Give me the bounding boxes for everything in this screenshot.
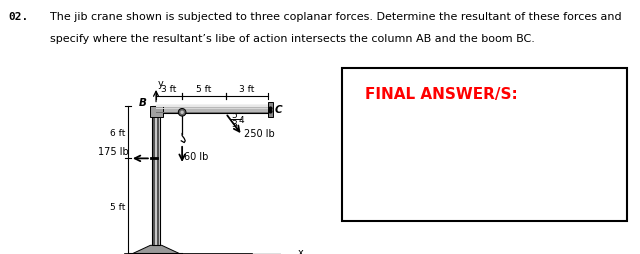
Polygon shape	[132, 245, 180, 254]
Text: The jib crane shown is subjected to three coplanar forces. Determine the resulta: The jib crane shown is subjected to thre…	[50, 12, 621, 22]
Text: 175 lb: 175 lb	[98, 147, 129, 157]
Text: 02.: 02.	[8, 12, 28, 22]
Text: specify where the resultant’s libe of action intersects the column AB and the bo: specify where the resultant’s libe of ac…	[50, 34, 535, 43]
Bar	[152, 107, 160, 245]
Text: 60 lb: 60 lb	[184, 152, 209, 162]
FancyBboxPatch shape	[342, 69, 627, 221]
Bar	[268, 102, 273, 117]
Bar	[156, 106, 269, 114]
Bar	[156, 112, 269, 114]
Text: 5 ft: 5 ft	[109, 202, 125, 211]
Bar	[156, 108, 269, 110]
Text: 250 lb: 250 lb	[244, 128, 275, 138]
Bar	[157, 107, 159, 245]
Text: y: y	[158, 79, 164, 89]
Text: C: C	[275, 105, 282, 115]
Text: FINAL ANSWER/S:: FINAL ANSWER/S:	[365, 87, 518, 102]
Bar	[153, 107, 155, 245]
Text: 6 ft: 6 ft	[109, 128, 125, 137]
Text: 3: 3	[232, 119, 237, 128]
Text: A: A	[152, 253, 160, 254]
Text: 5 ft: 5 ft	[196, 84, 212, 93]
Bar	[150, 107, 163, 117]
Text: 3 ft: 3 ft	[239, 84, 255, 93]
Text: 3 ft: 3 ft	[161, 84, 177, 93]
Text: x: x	[298, 247, 303, 254]
Circle shape	[179, 109, 186, 117]
Text: 5: 5	[232, 111, 237, 120]
Circle shape	[180, 111, 184, 115]
Text: B: B	[139, 98, 147, 107]
Text: 4: 4	[238, 115, 244, 124]
Bar	[156, 106, 269, 108]
